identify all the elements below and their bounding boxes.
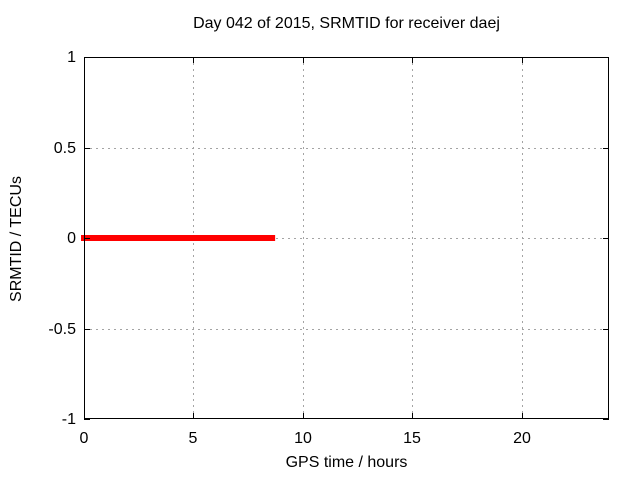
y-tick-label: 0.5 bbox=[54, 140, 76, 157]
x-tick-label: 15 bbox=[403, 430, 421, 447]
chart-title: Day 042 of 2015, SRMTID for receiver dae… bbox=[193, 15, 500, 32]
y-tick-label: -0.5 bbox=[48, 321, 76, 338]
y-tick-label: -1 bbox=[62, 411, 76, 428]
x-tick-label: 20 bbox=[513, 430, 531, 447]
x-tick-label: 10 bbox=[294, 430, 312, 447]
x-axis-label: GPS time / hours bbox=[285, 454, 408, 471]
y-tick-label: 0 bbox=[67, 230, 76, 247]
y-tick-label: 1 bbox=[67, 49, 76, 66]
x-tick-label: 5 bbox=[189, 430, 198, 447]
x-tick-label: 0 bbox=[80, 430, 89, 447]
